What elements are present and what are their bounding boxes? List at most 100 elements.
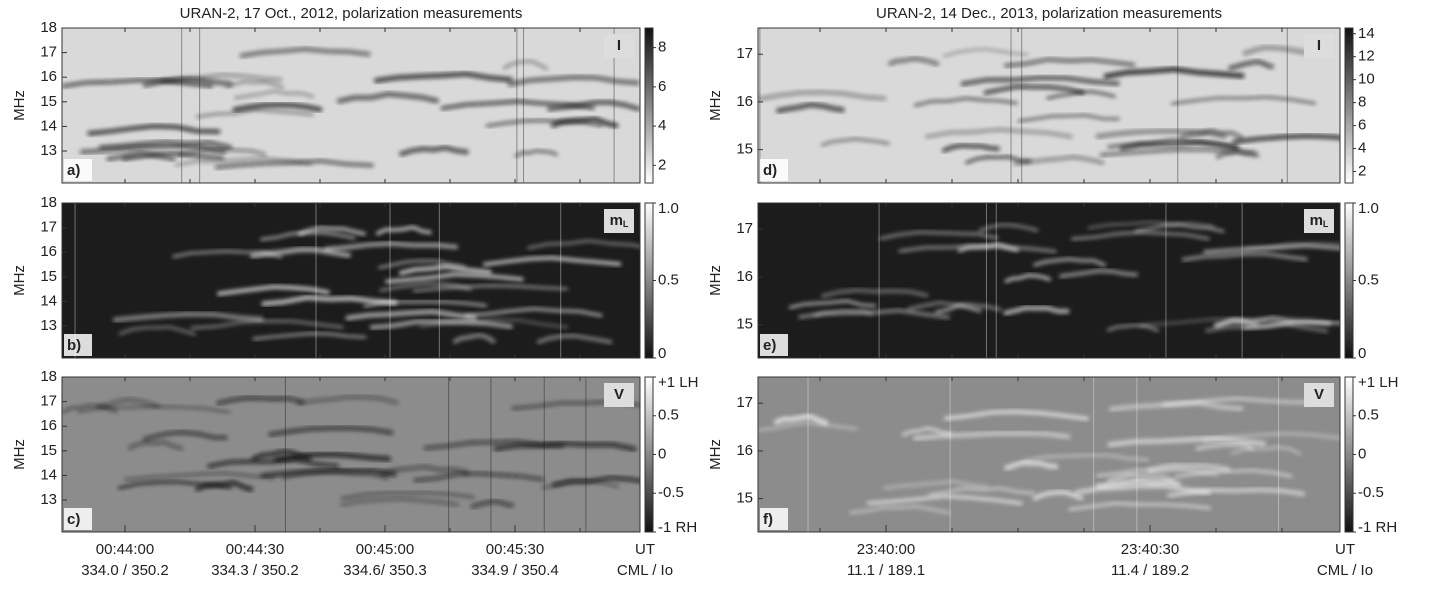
y-tick-label: 15	[40, 268, 57, 285]
emission-band	[928, 487, 1035, 496]
colorbar-tick-label: 4	[1358, 140, 1366, 157]
emission-band	[375, 225, 432, 236]
spectrogram-background	[758, 377, 1340, 532]
y-tick-label: 18	[40, 368, 57, 385]
emission-band	[374, 71, 513, 84]
emission-band	[260, 231, 356, 241]
x-tick-sublabel: 334.0 / 350.2	[81, 562, 169, 579]
emission-band	[867, 494, 1023, 505]
channel-box	[1304, 34, 1334, 58]
emission-band	[464, 307, 603, 317]
emission-band	[1033, 257, 1107, 268]
y-tick-label: 15	[736, 141, 753, 158]
emission-band	[413, 472, 545, 482]
emission-band	[941, 143, 1000, 153]
emission-band	[536, 334, 613, 345]
colorbar-tick-label: -0.5	[1358, 484, 1384, 501]
channel-subscript: L	[623, 219, 629, 229]
emission-band	[117, 480, 233, 490]
emission-band	[470, 499, 514, 509]
y-tick-label: 17	[40, 219, 57, 236]
colorbar-tick-label: 2	[1358, 162, 1366, 179]
panel-label-box	[64, 334, 92, 356]
emission-band	[1228, 59, 1275, 71]
y-tick-label: 14	[40, 117, 57, 134]
emission-band	[1242, 45, 1308, 57]
y-tick-label: 15	[736, 490, 753, 507]
emission-band	[112, 311, 264, 323]
x-tick-label: 23:40:30	[1121, 541, 1179, 558]
emission-band	[879, 230, 999, 241]
emission-band	[1147, 462, 1231, 474]
plot-frame	[61, 27, 641, 184]
colorbar	[1344, 202, 1354, 359]
emission-band	[385, 272, 524, 284]
y-axis-label: MHz	[707, 439, 724, 470]
emission-band	[363, 300, 487, 308]
emission-band	[978, 223, 1039, 233]
channel-box	[604, 34, 634, 58]
colorbar-tick-label: 2	[658, 156, 666, 173]
spectrogram-background	[758, 28, 1340, 183]
x-axis-label: UT	[635, 541, 655, 558]
emission-band	[340, 491, 475, 500]
channel-label: V	[614, 386, 624, 403]
channel-box	[1304, 383, 1334, 407]
emission-band	[97, 397, 160, 409]
emission-band	[1017, 114, 1120, 123]
plot-frame	[61, 202, 641, 359]
plot-frame	[61, 376, 641, 533]
emission-band	[224, 80, 284, 89]
emission-band	[452, 333, 496, 345]
emission-band	[380, 464, 470, 477]
channel-subscript: L	[1323, 219, 1329, 229]
emission-band	[1095, 478, 1182, 490]
channel-label: I	[617, 37, 621, 54]
emission-band	[552, 476, 640, 487]
colorbar	[644, 376, 654, 533]
channel-label: I	[1317, 37, 1321, 54]
y-tick-label: 13	[40, 142, 57, 159]
emission-band	[1087, 221, 1215, 230]
emission-band	[1230, 446, 1302, 455]
chart-title: URAN-2, 14 Dec., 2013, polarization meas…	[876, 5, 1222, 22]
x-tick-sublabel: 11.4 / 189.2	[1111, 562, 1189, 579]
y-axis-label: MHz	[11, 439, 28, 470]
emission-band	[1139, 317, 1293, 327]
y-axis-label: MHz	[11, 265, 28, 296]
emission-band	[87, 124, 221, 136]
emission-band	[378, 259, 466, 270]
emission-band	[174, 157, 313, 167]
spectrogram-background	[62, 203, 640, 358]
y-tick-label: 15	[736, 316, 753, 333]
emission-band	[483, 256, 622, 267]
emission-band	[957, 242, 1019, 253]
emission-band	[550, 116, 619, 129]
emission-band	[1195, 442, 1255, 452]
emission-band	[514, 149, 559, 158]
emission-band	[1107, 436, 1266, 448]
colorbar-tick-label: 4	[658, 117, 666, 134]
x-axis-sublabel: CML / Io	[1317, 562, 1373, 579]
emission-band	[161, 73, 283, 83]
colorbar-tick-label: 8	[658, 39, 666, 56]
panel-label-box	[760, 508, 788, 530]
emission-band	[239, 47, 371, 58]
colorbar	[1344, 27, 1354, 184]
emission-band	[336, 91, 440, 104]
channel-name: m	[610, 212, 623, 229]
panel-label: f)	[763, 511, 773, 528]
colorbar-tick-label: 0	[658, 345, 666, 362]
emission-band	[1171, 96, 1317, 105]
emission-band	[960, 75, 1120, 87]
panel-label-box	[760, 334, 788, 356]
colorbar	[644, 202, 654, 359]
colorbar-tick-label: 0.5	[1358, 407, 1379, 424]
emission-band	[1179, 129, 1244, 140]
colorbar-tick-label: 0	[658, 445, 666, 462]
emission-band	[340, 496, 459, 507]
y-tick-label: 16	[40, 68, 57, 85]
emission-band	[1068, 502, 1211, 511]
emission-band	[1181, 251, 1308, 262]
colorbar-tick-label: 0.5	[1358, 271, 1379, 288]
